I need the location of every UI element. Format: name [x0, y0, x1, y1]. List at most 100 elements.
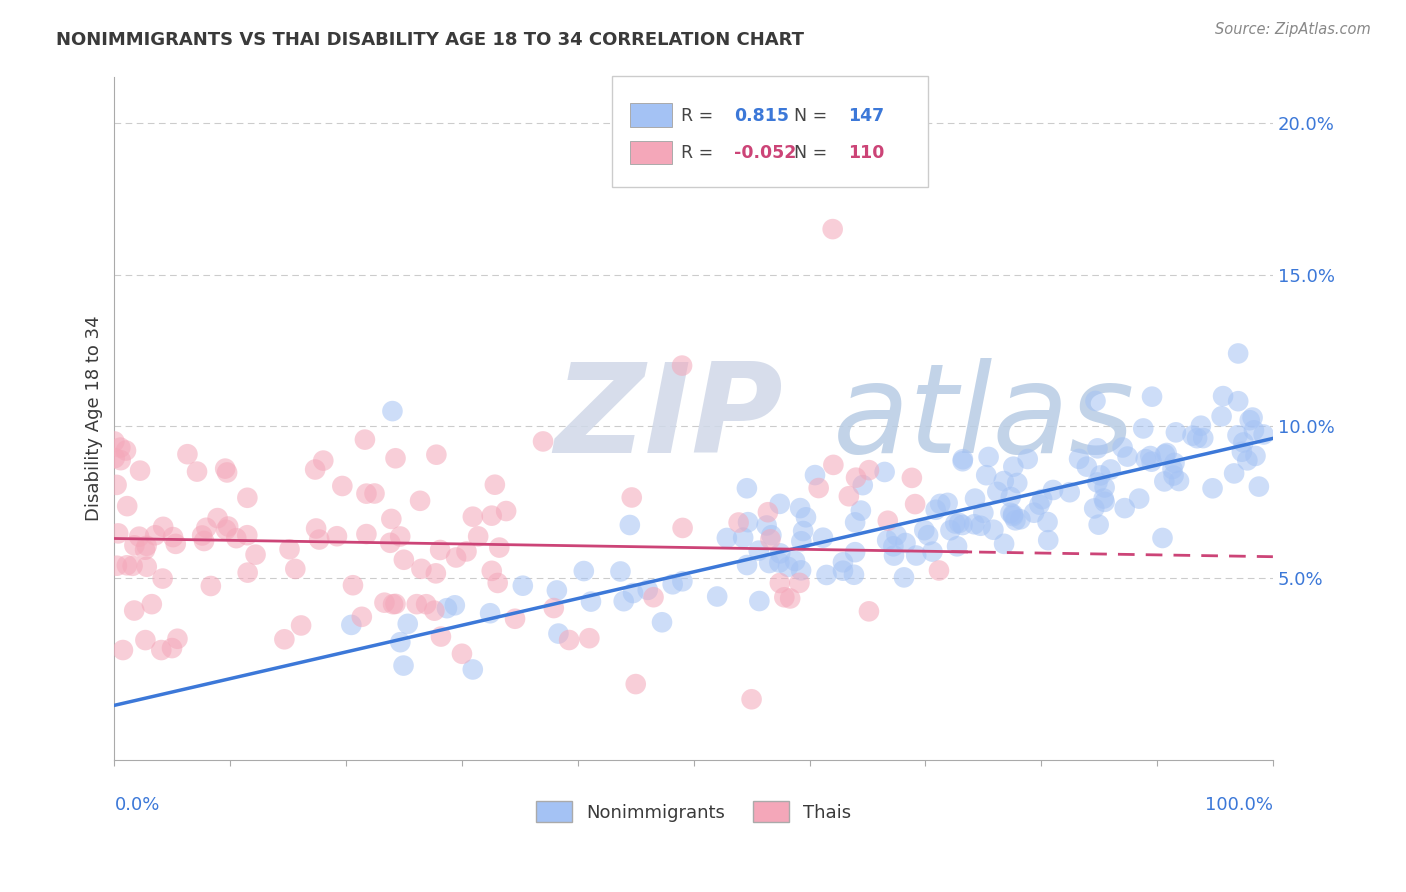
Point [844, 516, 866, 530]
Point [671, 574, 693, 589]
Point [200, 579, 222, 593]
Point [1154, 447, 1177, 461]
Point [512, 579, 534, 593]
Point [481, 564, 503, 578]
Point [928, 564, 950, 578]
Point [1164, 425, 1187, 440]
Point [983, 523, 1005, 537]
Point [1223, 467, 1246, 481]
Point [1038, 533, 1060, 548]
Point [103, 434, 125, 449]
Point [807, 481, 830, 495]
Text: R =: R = [681, 145, 718, 162]
Point [380, 512, 402, 526]
Point [609, 565, 631, 579]
Point [1022, 506, 1045, 520]
Point [706, 590, 728, 604]
Point [195, 521, 218, 535]
Point [405, 597, 427, 611]
Point [768, 556, 790, 570]
Point [912, 523, 935, 537]
Point [1087, 442, 1109, 456]
Point [134, 633, 156, 648]
Point [152, 572, 174, 586]
Point [430, 630, 453, 644]
Point [769, 576, 792, 591]
Point [217, 466, 239, 480]
Point [637, 582, 659, 597]
Point [340, 618, 363, 632]
Point [1241, 410, 1264, 425]
Point [789, 501, 811, 516]
Point [382, 597, 405, 611]
Point [111, 643, 134, 657]
Point [1152, 531, 1174, 545]
Point [110, 441, 132, 455]
Point [1135, 452, 1157, 467]
Point [1087, 475, 1109, 490]
Point [948, 516, 970, 530]
Point [1067, 451, 1090, 466]
Point [943, 516, 966, 531]
Point [756, 505, 779, 519]
Point [845, 470, 868, 484]
Point [974, 468, 997, 483]
Point [484, 477, 506, 491]
Point [124, 538, 146, 552]
Point [384, 451, 406, 466]
Point [105, 478, 128, 492]
Point [651, 615, 673, 630]
Point [876, 533, 898, 548]
Point [481, 508, 503, 523]
Point [963, 517, 986, 532]
Point [727, 516, 749, 530]
Point [543, 601, 565, 615]
Point [755, 518, 778, 533]
Point [273, 632, 295, 647]
Point [921, 544, 943, 558]
Point [312, 453, 335, 467]
Point [716, 531, 738, 545]
Point [1140, 455, 1163, 469]
Point [162, 530, 184, 544]
Point [986, 484, 1008, 499]
Point [363, 486, 385, 500]
Point [759, 533, 782, 547]
Point [936, 496, 959, 510]
Point [1181, 428, 1204, 442]
Point [1116, 450, 1139, 464]
Point [790, 563, 813, 577]
Point [488, 541, 510, 555]
Point [214, 461, 236, 475]
Point [342, 578, 364, 592]
Point [832, 564, 855, 578]
Point [811, 531, 834, 545]
Point [354, 433, 377, 447]
Point [1087, 517, 1109, 532]
Point [1099, 462, 1122, 476]
Point [425, 566, 447, 581]
Text: N =: N = [794, 145, 834, 162]
Point [436, 601, 458, 615]
Point [671, 359, 693, 373]
Text: Source: ZipAtlas.com: Source: ZipAtlas.com [1215, 22, 1371, 37]
Point [925, 502, 948, 516]
Point [160, 641, 183, 656]
Point [128, 530, 150, 544]
Point [748, 543, 770, 558]
Point [176, 447, 198, 461]
Point [150, 643, 173, 657]
Point [129, 464, 152, 478]
Point [621, 586, 644, 600]
Point [790, 534, 813, 549]
Point [304, 462, 326, 476]
Point [396, 616, 419, 631]
Point [451, 647, 474, 661]
Text: N =: N = [794, 107, 834, 125]
Point [278, 542, 301, 557]
Point [429, 543, 451, 558]
Point [326, 529, 349, 543]
Text: R =: R = [681, 107, 718, 125]
Point [882, 539, 904, 553]
Point [1017, 452, 1039, 467]
